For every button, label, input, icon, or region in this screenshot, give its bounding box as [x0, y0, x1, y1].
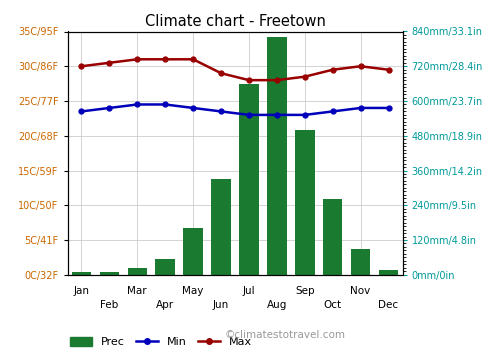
Text: Aug: Aug: [266, 300, 287, 310]
Text: Dec: Dec: [378, 300, 398, 310]
Text: Sep: Sep: [295, 286, 314, 296]
Text: ©climatestotravel.com: ©climatestotravel.com: [225, 329, 346, 340]
Title: Climate chart - Freetown: Climate chart - Freetown: [144, 14, 326, 29]
Text: Feb: Feb: [100, 300, 118, 310]
Text: Jan: Jan: [74, 286, 90, 296]
Bar: [184, 229, 203, 275]
Bar: [379, 270, 398, 275]
Bar: [351, 249, 370, 275]
Text: Apr: Apr: [156, 300, 174, 310]
Bar: [212, 179, 231, 275]
Text: Oct: Oct: [324, 300, 342, 310]
Bar: [72, 272, 91, 275]
Text: Mar: Mar: [128, 286, 147, 296]
Text: Nov: Nov: [350, 286, 370, 296]
Bar: [323, 199, 342, 275]
Legend: Prec, Min, Max: Prec, Min, Max: [70, 337, 252, 347]
Bar: [100, 272, 119, 275]
Bar: [128, 268, 147, 275]
Bar: [156, 259, 175, 275]
Bar: [295, 130, 314, 275]
Bar: [239, 84, 258, 275]
Text: Jun: Jun: [213, 300, 229, 310]
Text: May: May: [182, 286, 204, 296]
Bar: [267, 37, 286, 275]
Text: Jul: Jul: [242, 286, 256, 296]
